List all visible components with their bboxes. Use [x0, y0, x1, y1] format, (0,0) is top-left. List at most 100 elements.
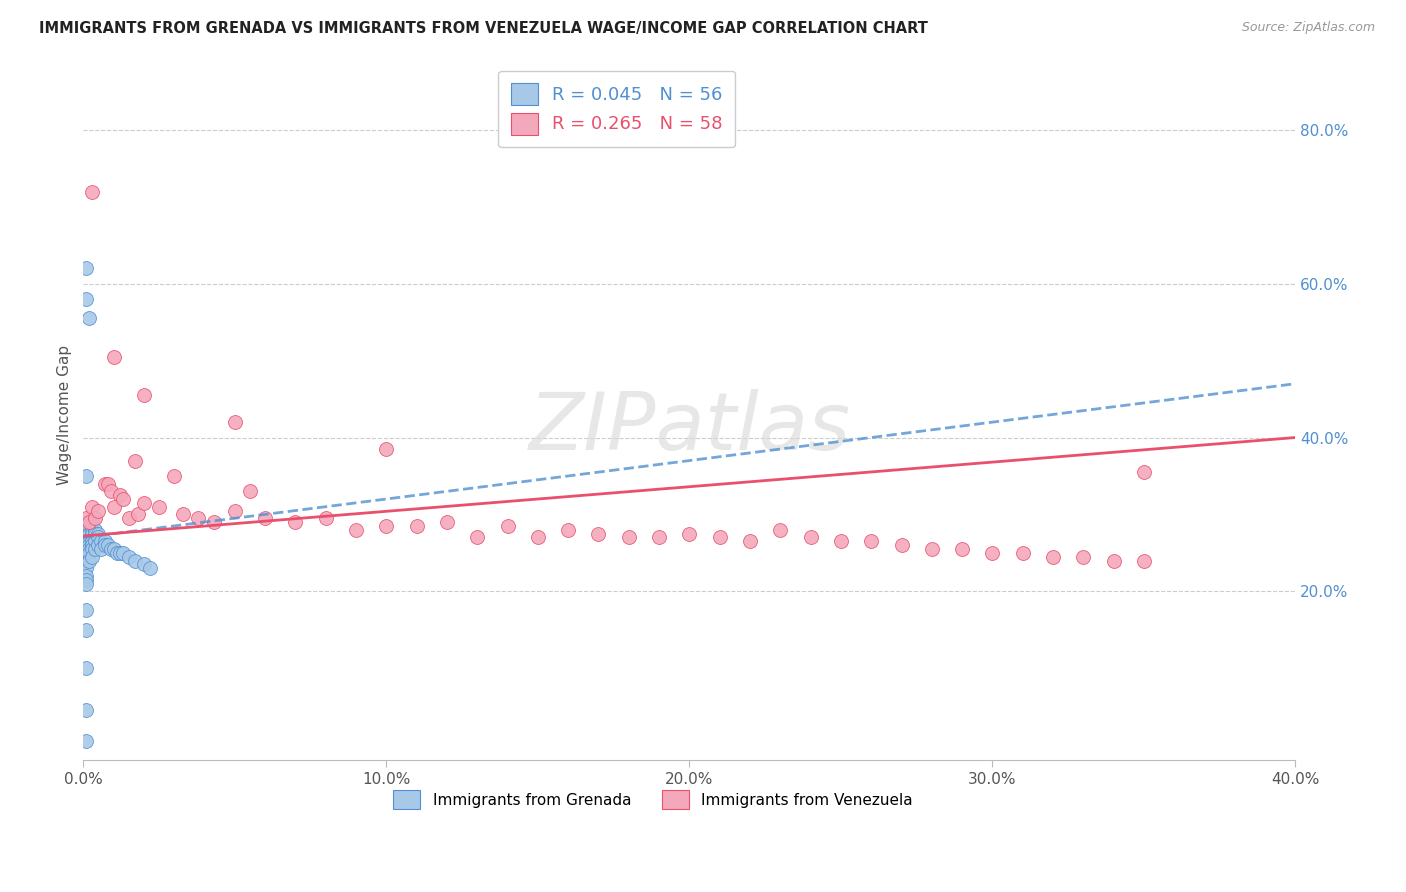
Point [84, 526, 107, 541]
Point [82, 538, 104, 552]
Point [108, 546, 131, 560]
Point [315, 511, 337, 525]
Point [93, 534, 115, 549]
Point [79, 519, 101, 533]
Point [75, 703, 97, 717]
Point [678, 526, 700, 541]
Point [127, 508, 149, 522]
Point [75, 546, 97, 560]
Point [75, 292, 97, 306]
Point [75, 661, 97, 675]
Point [100, 484, 122, 499]
Point [105, 546, 128, 560]
Point [648, 531, 671, 545]
Point [860, 534, 883, 549]
Point [738, 534, 761, 549]
Point [96, 538, 118, 552]
Point [1133, 465, 1156, 479]
Point [527, 531, 550, 545]
Point [87, 531, 110, 545]
Point [1011, 546, 1033, 560]
Point [87, 538, 110, 552]
Point [617, 531, 640, 545]
Point [588, 526, 610, 541]
Point [75, 534, 97, 549]
Point [1042, 549, 1064, 564]
Point [75, 623, 97, 637]
Point [557, 523, 579, 537]
Point [75, 261, 97, 276]
Point [79, 538, 101, 552]
Point [75, 511, 97, 525]
Point [224, 415, 246, 429]
Point [84, 541, 107, 556]
Point [75, 538, 97, 552]
Point [75, 576, 97, 591]
Point [981, 546, 1004, 560]
Point [375, 519, 398, 533]
Point [75, 523, 97, 537]
Point [79, 553, 101, 567]
Point [75, 734, 97, 748]
Text: IMMIGRANTS FROM GRENADA VS IMMIGRANTS FROM VENEZUELA WAGE/INCOME GAP CORRELATION: IMMIGRANTS FROM GRENADA VS IMMIGRANTS FR… [39, 21, 928, 36]
Point [172, 508, 194, 522]
Point [87, 526, 110, 541]
Y-axis label: Wage/Income Gap: Wage/Income Gap [58, 344, 72, 484]
Point [75, 531, 97, 545]
Point [103, 350, 125, 364]
Point [90, 541, 112, 556]
Point [75, 549, 97, 564]
Point [79, 311, 101, 326]
Point [79, 541, 101, 556]
Point [921, 541, 943, 556]
Point [84, 534, 107, 549]
Point [79, 526, 101, 541]
Point [75, 541, 97, 556]
Point [103, 541, 125, 556]
Point [103, 500, 125, 514]
Point [82, 549, 104, 564]
Point [1133, 553, 1156, 567]
Point [375, 442, 398, 456]
Point [75, 569, 97, 583]
Point [124, 553, 146, 567]
Point [800, 531, 823, 545]
Point [465, 531, 488, 545]
Point [111, 491, 134, 506]
Point [239, 484, 262, 499]
Point [132, 558, 155, 572]
Point [148, 500, 170, 514]
Point [132, 388, 155, 402]
Point [830, 534, 852, 549]
Point [82, 185, 104, 199]
Point [79, 515, 101, 529]
Point [950, 541, 973, 556]
Point [111, 546, 134, 560]
Point [75, 553, 97, 567]
Point [82, 515, 104, 529]
Point [344, 523, 367, 537]
Point [890, 538, 912, 552]
Point [79, 546, 101, 560]
Point [224, 503, 246, 517]
Point [82, 534, 104, 549]
Point [93, 476, 115, 491]
Point [132, 496, 155, 510]
Point [90, 534, 112, 549]
Legend: Immigrants from Grenada, Immigrants from Venezuela: Immigrants from Grenada, Immigrants from… [387, 784, 920, 815]
Point [118, 511, 141, 525]
Point [436, 515, 458, 529]
Point [254, 511, 277, 525]
Text: ZIPatlas: ZIPatlas [529, 389, 851, 467]
Point [709, 531, 731, 545]
Point [82, 541, 104, 556]
Point [79, 534, 101, 549]
Point [187, 511, 209, 525]
Point [75, 561, 97, 575]
Point [139, 561, 162, 575]
Point [93, 538, 115, 552]
Point [75, 469, 97, 483]
Point [82, 500, 104, 514]
Point [163, 469, 186, 483]
Point [100, 541, 122, 556]
